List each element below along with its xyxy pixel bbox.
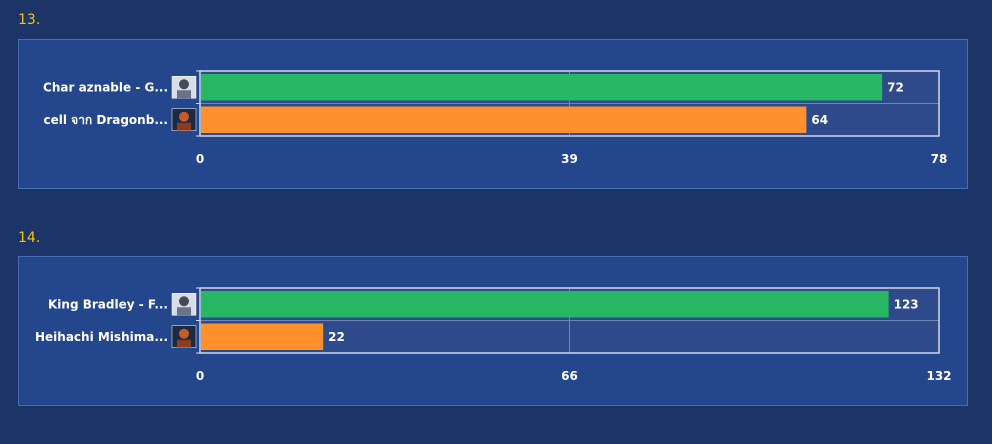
data-label: 64 (811, 113, 828, 127)
category-label: Heihachi Mishima... (35, 330, 168, 344)
character-avatar-icon (171, 76, 197, 99)
category-label: cell จาก Dragonb... (44, 113, 169, 127)
character-avatar-icon (171, 293, 197, 316)
tick-label: 0 (196, 369, 204, 383)
chart-number-14: 14. (18, 230, 41, 246)
character-avatar-icon (171, 325, 197, 348)
data-label: 123 (894, 297, 919, 311)
bar (201, 106, 807, 133)
chart-panel-13: 72 Char aznable - G... 64 cell จาก Dragonb.… (18, 39, 968, 189)
tick-label: 132 (926, 369, 951, 383)
bar (201, 323, 324, 350)
chart-number-13: 13. (18, 12, 41, 28)
bar-chart-14: 123 King Bradley - F... 22 Heihachi Mishima… (35, 287, 952, 383)
character-avatar-icon (171, 108, 197, 131)
category-label: King Bradley - F... (48, 297, 168, 311)
tick-label: 78 (931, 152, 948, 166)
bar (201, 291, 889, 318)
data-label: 22 (328, 330, 345, 344)
bar (201, 74, 883, 101)
chart-panel-14: 123 King Bradley - F... 22 Heihachi Mishima… (18, 256, 968, 406)
category-label: Char aznable - G... (43, 80, 168, 94)
tick-label: 66 (561, 369, 578, 383)
tick-label: 39 (561, 152, 578, 166)
data-label: 72 (887, 80, 904, 94)
bar-chart-13: 72 Char aznable - G... 64 cell จาก Dragonb.… (43, 70, 948, 166)
tick-label: 0 (196, 152, 204, 166)
